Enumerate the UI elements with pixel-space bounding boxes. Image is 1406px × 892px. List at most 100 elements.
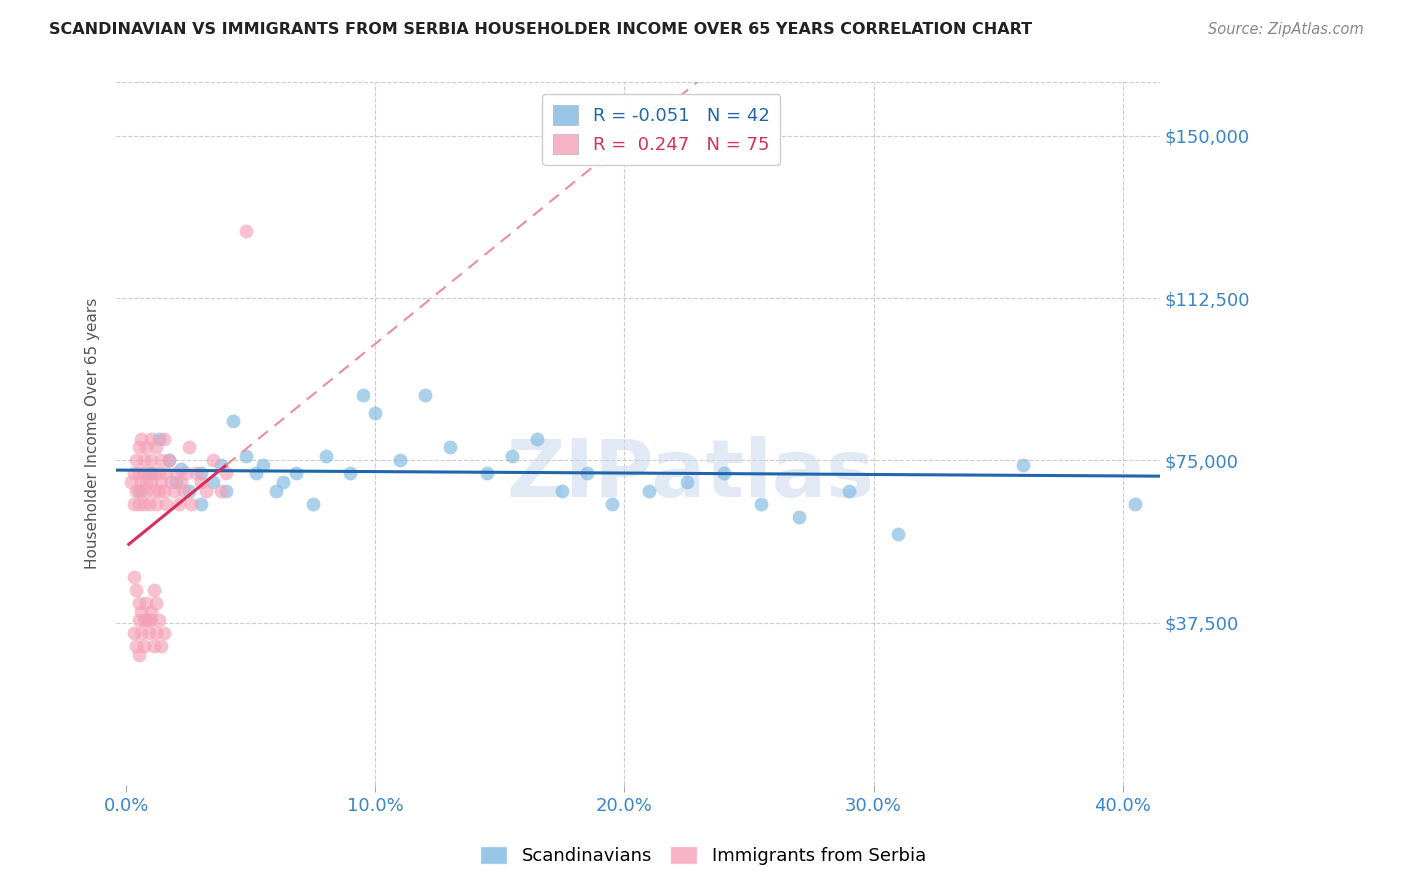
Point xyxy=(190,467,212,481)
Point xyxy=(155,497,177,511)
Point xyxy=(128,614,150,628)
Point xyxy=(152,432,174,446)
Point xyxy=(177,441,200,455)
Point xyxy=(132,497,155,511)
Point xyxy=(141,475,163,489)
Point xyxy=(364,406,387,420)
Point xyxy=(165,467,187,481)
Point xyxy=(264,483,287,498)
Point xyxy=(177,483,200,498)
Point xyxy=(135,475,157,489)
Point xyxy=(501,449,523,463)
Point xyxy=(148,432,170,446)
Text: SCANDINAVIAN VS IMMIGRANTS FROM SERBIA HOUSEHOLDER INCOME OVER 65 YEARS CORRELAT: SCANDINAVIAN VS IMMIGRANTS FROM SERBIA H… xyxy=(49,22,1032,37)
Point xyxy=(235,224,257,238)
Legend: R = -0.051   N = 42, R =  0.247   N = 75: R = -0.051 N = 42, R = 0.247 N = 75 xyxy=(543,95,780,165)
Point xyxy=(145,596,167,610)
Point xyxy=(128,497,150,511)
Text: ZIPatlas: ZIPatlas xyxy=(506,436,875,515)
Point xyxy=(120,475,142,489)
Point xyxy=(125,483,148,498)
Point xyxy=(135,483,157,498)
Point xyxy=(271,475,294,489)
Point xyxy=(245,467,267,481)
Point xyxy=(141,467,163,481)
Point xyxy=(129,475,152,489)
Point xyxy=(129,626,152,640)
Point xyxy=(1123,497,1146,511)
Point xyxy=(160,475,183,489)
Point xyxy=(142,467,165,481)
Point xyxy=(190,475,212,489)
Point xyxy=(141,605,163,619)
Point xyxy=(122,570,145,584)
Point xyxy=(838,483,860,498)
Point xyxy=(135,596,157,610)
Point xyxy=(128,467,150,481)
Point xyxy=(132,614,155,628)
Point xyxy=(339,467,361,481)
Point xyxy=(1012,458,1035,472)
Point xyxy=(209,458,232,472)
Point xyxy=(122,467,145,481)
Point xyxy=(138,626,160,640)
Point xyxy=(526,432,548,446)
Point xyxy=(125,583,148,598)
Point xyxy=(150,475,173,489)
Point xyxy=(162,483,184,498)
Point xyxy=(184,467,207,481)
Point xyxy=(302,497,325,511)
Point xyxy=(174,467,197,481)
Point xyxy=(129,483,152,498)
Point xyxy=(138,614,160,628)
Point xyxy=(713,467,735,481)
Point xyxy=(141,614,163,628)
Point xyxy=(352,388,374,402)
Point xyxy=(157,453,180,467)
Point xyxy=(132,640,155,654)
Point xyxy=(128,596,150,610)
Point xyxy=(152,626,174,640)
Point xyxy=(252,458,274,472)
Point xyxy=(222,414,245,428)
Point xyxy=(135,614,157,628)
Point xyxy=(675,475,697,489)
Point xyxy=(600,497,623,511)
Point xyxy=(167,497,190,511)
Point xyxy=(389,453,412,467)
Point xyxy=(125,640,148,654)
Point xyxy=(180,497,202,511)
Point xyxy=(145,441,167,455)
Point xyxy=(142,640,165,654)
Point xyxy=(165,475,187,489)
Point xyxy=(129,432,152,446)
Point xyxy=(576,467,599,481)
Point xyxy=(132,467,155,481)
Point xyxy=(142,583,165,598)
Point xyxy=(132,453,155,467)
Point xyxy=(284,467,307,481)
Point xyxy=(173,483,195,498)
Point xyxy=(141,432,163,446)
Point xyxy=(315,449,337,463)
Point xyxy=(148,483,170,498)
Point xyxy=(887,527,910,541)
Point xyxy=(170,462,193,476)
Point xyxy=(141,453,163,467)
Point xyxy=(122,497,145,511)
Point xyxy=(138,497,160,511)
Point xyxy=(135,441,157,455)
Point xyxy=(148,467,170,481)
Text: Source: ZipAtlas.com: Source: ZipAtlas.com xyxy=(1208,22,1364,37)
Point xyxy=(128,648,150,662)
Point xyxy=(129,605,152,619)
Point xyxy=(209,483,232,498)
Point xyxy=(751,497,773,511)
Point xyxy=(170,475,193,489)
Point xyxy=(150,640,173,654)
Point xyxy=(638,483,661,498)
Point xyxy=(157,453,180,467)
Point xyxy=(202,453,225,467)
Point xyxy=(202,475,225,489)
Point xyxy=(142,483,165,498)
